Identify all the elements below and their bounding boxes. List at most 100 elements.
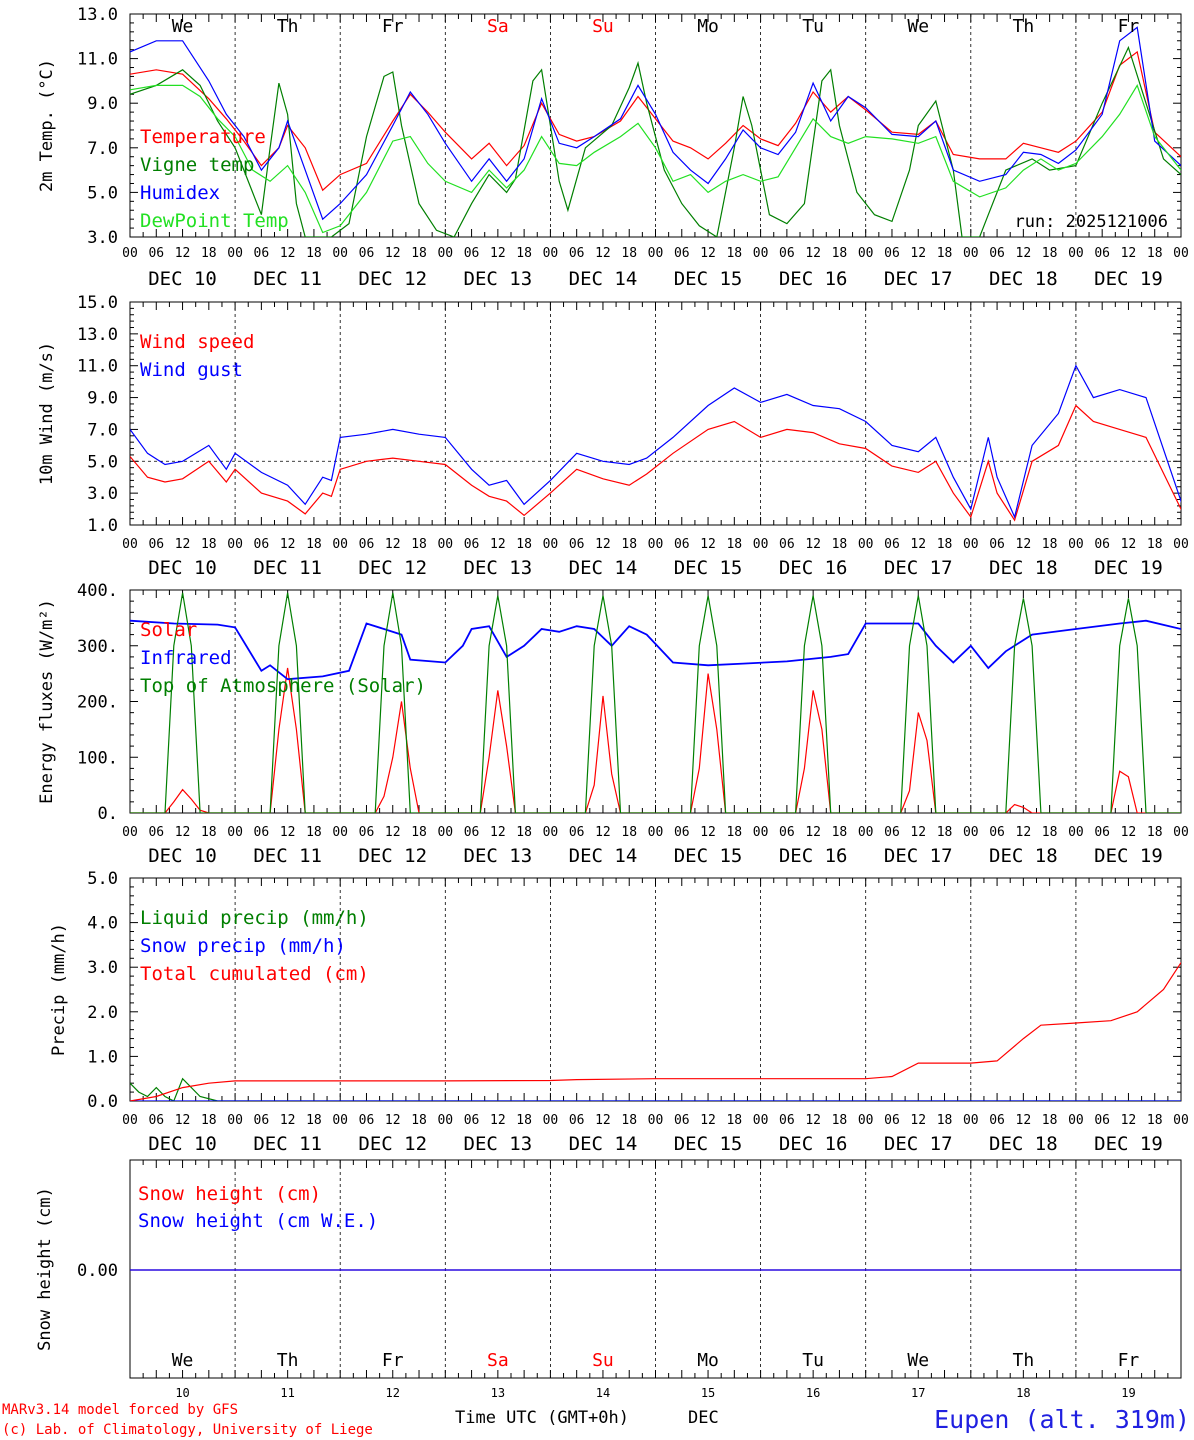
- weekday-label: Fr: [382, 1350, 404, 1371]
- copyright: (c) Lab. of Climatology, University of L…: [2, 1422, 373, 1438]
- hour-tick-label: 18: [306, 825, 322, 840]
- y-tick-label: 7.0: [87, 420, 118, 440]
- hour-tick-label: 06: [464, 825, 480, 840]
- hour-tick-label: 18: [621, 1113, 637, 1128]
- hour-tick-label: 06: [569, 1113, 585, 1128]
- hour-tick-label: 00: [648, 537, 664, 552]
- hour-tick-label: 06: [569, 825, 585, 840]
- date-label: DEC 10: [148, 557, 217, 579]
- hour-tick-label: 06: [779, 1113, 795, 1128]
- date-label: DEC 17: [884, 1133, 953, 1155]
- y-tick-label: 3.0: [87, 228, 118, 248]
- date-label: DEC 15: [674, 268, 743, 290]
- y-tick-label: 4.0: [87, 914, 118, 934]
- hour-tick-label: 12: [490, 246, 506, 261]
- hour-tick-label: 00: [122, 825, 138, 840]
- y-tick-label: 0.: [98, 804, 118, 824]
- y-axis-label: Energy fluxes (W/m²): [37, 599, 57, 804]
- date-label: DEC 19: [1094, 1133, 1163, 1155]
- hour-tick-label: 12: [280, 537, 296, 552]
- hour-tick-label: 12: [700, 246, 716, 261]
- date-label: DEC 11: [253, 268, 322, 290]
- hour-tick-label: 18: [306, 1113, 322, 1128]
- date-label: DEC 15: [674, 1133, 743, 1155]
- series-group: [130, 592, 1181, 813]
- hour-tick-label: 06: [569, 246, 585, 261]
- hour-tick-label: 06: [464, 1113, 480, 1128]
- hour-tick-label: 18: [201, 1113, 217, 1128]
- day-number-label: 18: [1016, 1386, 1030, 1400]
- hour-tick-label: 00: [543, 537, 559, 552]
- date-label: DEC 18: [989, 1133, 1058, 1155]
- hour-tick-label: 06: [884, 1113, 900, 1128]
- hour-tick-label: 12: [280, 246, 296, 261]
- y-tick-label: 9.0: [87, 389, 118, 409]
- hour-tick-label: 18: [726, 537, 742, 552]
- hour-tick-label: 06: [884, 825, 900, 840]
- hour-tick-label: 12: [805, 825, 821, 840]
- weekday-label: Sa: [487, 16, 509, 37]
- hour-tick-label: 12: [490, 537, 506, 552]
- hour-tick-label: 18: [726, 825, 742, 840]
- weekday-label: Th: [277, 16, 299, 37]
- hour-tick-label: 06: [884, 537, 900, 552]
- hour-tick-label: 12: [700, 1113, 716, 1128]
- series-line-solar: [130, 667, 1181, 813]
- hour-tick-label: 06: [148, 246, 164, 261]
- series-line-humidex: [130, 26, 1181, 221]
- y-tick-label: 5.0: [87, 183, 118, 203]
- y-tick-label: 15.0: [77, 293, 118, 313]
- hour-tick-label: 18: [832, 1113, 848, 1128]
- hour-tick-label: 18: [516, 537, 532, 552]
- hour-tick-label: 06: [674, 1113, 690, 1128]
- hour-tick-label: 06: [254, 537, 270, 552]
- hour-tick-label: 12: [280, 1113, 296, 1128]
- hour-tick-label: 12: [1016, 1113, 1032, 1128]
- legend-entry: Humidex: [140, 182, 220, 204]
- hour-tick-label: 00: [858, 1113, 874, 1128]
- weekday-label: Su: [592, 16, 614, 37]
- y-tick-label: 300.: [77, 637, 118, 657]
- day-number-label: 12: [386, 1386, 400, 1400]
- hour-tick-label: 12: [700, 825, 716, 840]
- hour-tick-label: 12: [385, 246, 401, 261]
- hour-tick-label: 00: [1173, 246, 1189, 261]
- legend-entry: Temperature: [140, 126, 266, 148]
- series-layer: [130, 26, 1181, 1271]
- date-label: DEC 14: [569, 557, 638, 579]
- y-tick-label: 3.0: [87, 484, 118, 504]
- hour-tick-label: 06: [989, 246, 1005, 261]
- legend-entry: Snow height (cm W.E.): [138, 1210, 378, 1232]
- date-label: DEC 13: [464, 845, 533, 867]
- hour-tick-label: 12: [910, 825, 926, 840]
- hour-tick-label: 06: [464, 246, 480, 261]
- hour-tick-label: 00: [1068, 825, 1084, 840]
- hour-tick-label: 06: [779, 825, 795, 840]
- hour-tick-label: 00: [1173, 825, 1189, 840]
- series-group: [130, 364, 1181, 522]
- day-number-label: 15: [701, 1386, 715, 1400]
- date-label: DEC 14: [569, 845, 638, 867]
- y-tick-label: 9.0: [87, 94, 118, 114]
- hour-tick-label: 18: [201, 825, 217, 840]
- hour-tick-label: 00: [437, 537, 453, 552]
- hour-tick-label: 18: [832, 246, 848, 261]
- hour-tick-label: 06: [1094, 1113, 1110, 1128]
- date-label: DEC 18: [989, 557, 1058, 579]
- hour-tick-label: 00: [1068, 246, 1084, 261]
- time-axis-label: Time UTC (GMT+0h): [455, 1408, 629, 1428]
- hour-tick-label: 18: [1042, 537, 1058, 552]
- date-label: DEC 11: [253, 1133, 322, 1155]
- hour-tick-label: 12: [1016, 537, 1032, 552]
- hour-tick-label: 00: [753, 537, 769, 552]
- hour-tick-label: 06: [254, 246, 270, 261]
- series-line-wind-gust: [130, 364, 1181, 519]
- date-label: DEC 17: [884, 845, 953, 867]
- weekday-label: We: [172, 1350, 194, 1371]
- hour-tick-label: 12: [1121, 246, 1137, 261]
- date-label: DEC 15: [674, 557, 743, 579]
- date-label: DEC 17: [884, 557, 953, 579]
- hour-tick-label: 12: [805, 246, 821, 261]
- date-label: DEC 19: [1094, 845, 1163, 867]
